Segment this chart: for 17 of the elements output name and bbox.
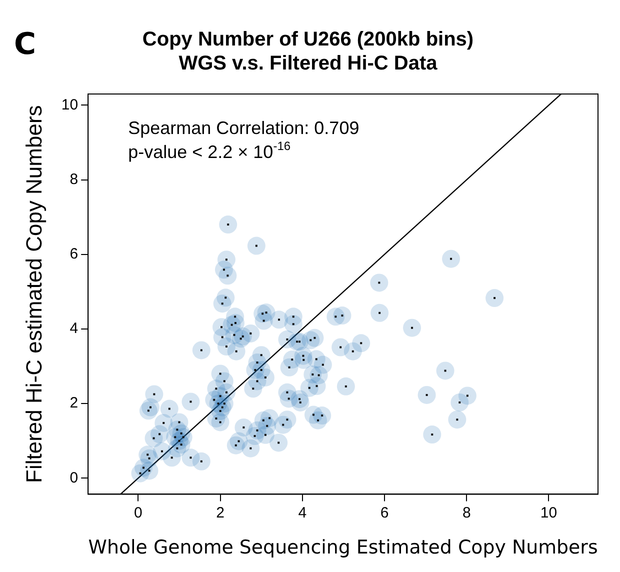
text: C [14, 27, 36, 62]
x-tick-label: 6 [380, 504, 389, 522]
x-tick-label: 0 [134, 504, 142, 522]
x-tick-label: 2 [216, 504, 224, 522]
y-tick-label: 4 [70, 320, 78, 338]
y-tick-label: 10 [61, 96, 78, 114]
y-tick-label: 0 [70, 469, 78, 486]
y-tick-label: 6 [70, 246, 78, 263]
x-axis-title: Whole Genome Sequencing Estimated Copy Numbers [88, 536, 598, 559]
annotation: Spearman Correlation: 0.709 [128, 118, 360, 138]
chart-title: Copy Number of U266 (200kb bins) WGS v.s. Filtered Hi-C Data [142, 28, 474, 75]
y-tick-label: 8 [70, 170, 78, 188]
x-tick-label: 8 [462, 504, 471, 522]
y-tick-label: 2 [70, 394, 78, 412]
y-axis-title: Filtered Hi-C estimated Copy Numbers [21, 105, 46, 483]
x-tick-label: 4 [298, 504, 307, 522]
x-tick-label: 10 [540, 504, 558, 522]
